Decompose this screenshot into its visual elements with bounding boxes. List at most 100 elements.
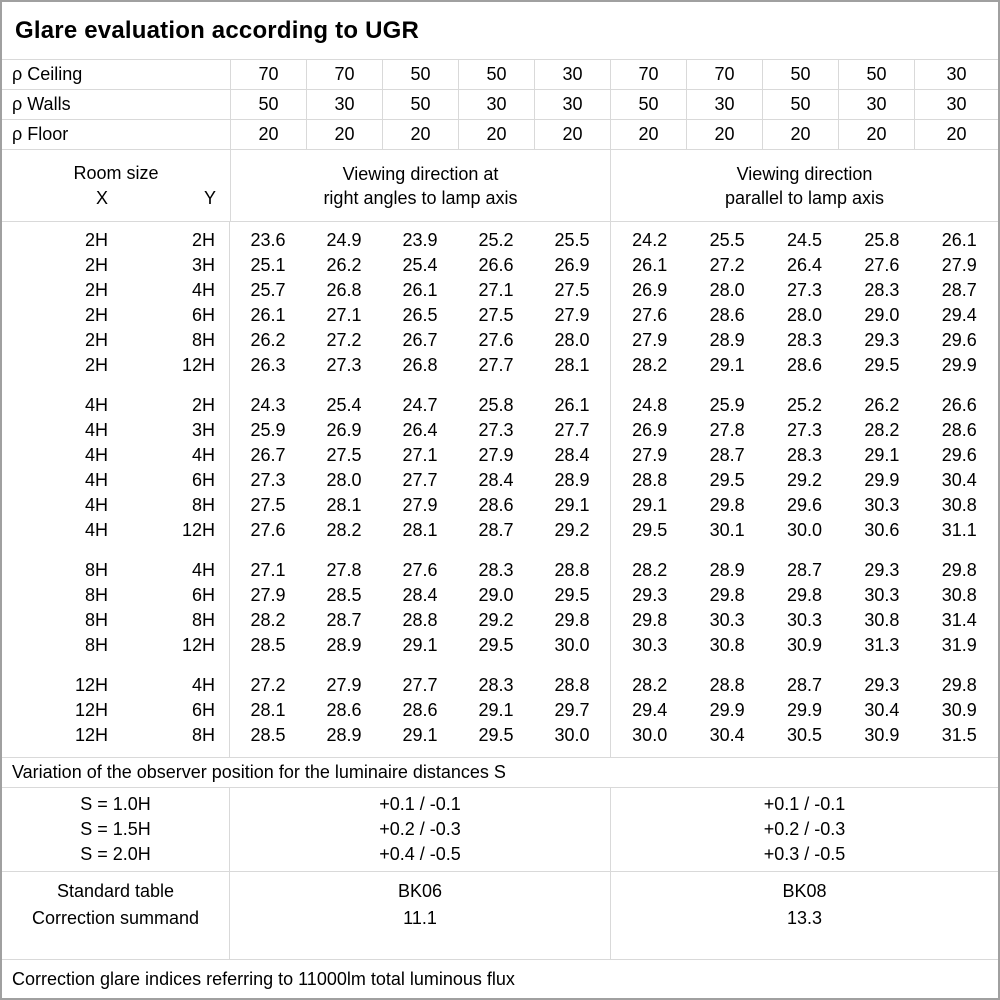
standard-table-labels: Standard table Correction summand [2, 872, 230, 959]
ugr-value-cell: 30.0 [554, 635, 590, 655]
room-x-value: 12H [74, 725, 108, 745]
reflectance-value-cell: 20 [382, 120, 458, 149]
ugr-value-cell: 25.4 [326, 395, 362, 415]
table-row-labels: 8H 12H [2, 633, 229, 658]
s-variation-value: +0.1 / -0.1 [763, 794, 846, 814]
table-row-right-angles: 26.3 27.3 26.8 27.7 28.1 [230, 353, 610, 378]
right-angles-heading: Viewing direction at right angles to lam… [230, 150, 610, 221]
ugr-value-cell: 26.7 [402, 330, 438, 350]
room-y-value: 6H [191, 700, 215, 720]
reflectance-value-cell: 20 [762, 120, 838, 149]
table-row-parallel: 28.2 28.9 28.7 29.3 29.8 [611, 558, 998, 583]
room-y-value: 8H [191, 725, 215, 745]
ugr-value-cell: 28.8 [632, 470, 668, 490]
s-distance-labels: S = 1.0H S = 1.5H S = 2.0H [2, 788, 230, 871]
ugr-value-cell: 27.9 [326, 675, 362, 695]
table-row-labels: 4H 4H [2, 443, 229, 468]
ugr-value-cell: 26.8 [326, 280, 362, 300]
ugr-value-cell: 29.0 [864, 305, 900, 325]
ugr-value-cell: 27.7 [402, 470, 438, 490]
ugr-value-cell: 30.4 [941, 470, 977, 490]
ugr-value-cell: 28.4 [402, 585, 438, 605]
ugr-value-cell: 27.8 [709, 420, 745, 440]
table-row-parallel: 26.9 27.8 27.3 28.2 28.6 [611, 418, 998, 443]
group-spacer [2, 543, 229, 558]
room-y-value: 3H [191, 255, 215, 275]
s-variation-value: +0.2 / -0.3 [763, 819, 846, 839]
reflectance-row: ρ Walls 50 30 50 30 30 50 30 50 30 30 [2, 90, 998, 120]
reflectance-value-cell: 30 [838, 90, 914, 119]
reflectance-value-cell: 30 [534, 90, 610, 119]
table-row-right-angles: 23.6 24.9 23.9 25.2 25.5 [230, 228, 610, 253]
parallel-values: 24.2 25.5 24.5 25.8 26.1 26.1 27.2 26.4 27.6 27.9… [610, 222, 998, 757]
table-row-right-angles: 27.1 27.8 27.6 28.3 28.8 [230, 558, 610, 583]
reflectance-value-cell: 50 [838, 60, 914, 89]
reflectance-value-cell: 70 [230, 60, 306, 89]
ugr-value-cell: 27.1 [326, 305, 362, 325]
ugr-value-cell: 29.1 [632, 495, 668, 515]
ugr-value-cell: 26.4 [402, 420, 438, 440]
room-y-value: 12H [181, 635, 215, 655]
ugr-value-cell: 27.6 [478, 330, 514, 350]
reflectance-row-label: ρ Ceiling [12, 64, 83, 84]
ugr-value-cell: 27.3 [478, 420, 514, 440]
table-row-right-angles: 24.3 25.4 24.7 25.8 26.1 [230, 393, 610, 418]
reflectance-value-cell: 70 [610, 60, 686, 89]
room-x-value: 4H [84, 520, 108, 540]
reflectance-row: ρ Floor 20 20 20 20 20 20 20 20 20 20 [2, 120, 998, 150]
group-spacer [611, 378, 998, 393]
ugr-value-cell: 26.1 [632, 255, 668, 275]
ugr-value-cell: 28.3 [478, 560, 514, 580]
room-y-value: 4H [191, 280, 215, 300]
ugr-value-cell: 29.5 [709, 470, 745, 490]
ugr-value-cell: 28.6 [478, 495, 514, 515]
ugr-value-cell: 26.2 [250, 330, 286, 350]
ugr-value-cell: 27.3 [250, 470, 286, 490]
standard-value: BK06 [397, 881, 443, 901]
ugr-value-cell: 25.7 [250, 280, 286, 300]
reflectance-row-label: ρ Walls [12, 94, 71, 114]
ugr-value-cell: 31.9 [941, 635, 977, 655]
table-row-labels: 2H 12H [2, 353, 229, 378]
room-size-label: Room size [73, 162, 159, 183]
ugr-value-cell: 28.3 [864, 280, 900, 300]
table-row-labels: 8H 4H [2, 558, 229, 583]
ugr-value-cell: 29.9 [864, 470, 900, 490]
table-row-right-angles: 27.5 28.1 27.9 28.6 29.1 [230, 493, 610, 518]
ugr-value-cell: 25.5 [709, 230, 745, 250]
table-row-right-angles: 26.7 27.5 27.1 27.9 28.4 [230, 443, 610, 468]
ugr-value-cell: 24.2 [632, 230, 668, 250]
reflectance-value-cell: 20 [230, 120, 306, 149]
ugr-value-cell: 29.7 [554, 700, 590, 720]
ugr-value-cell: 31.1 [941, 520, 977, 540]
ugr-value-cell: 28.7 [478, 520, 514, 540]
ugr-value-cell: 28.3 [478, 675, 514, 695]
ugr-value-cell: 29.8 [709, 495, 745, 515]
room-y-value: 8H [191, 495, 215, 515]
ugr-value-cell: 26.5 [402, 305, 438, 325]
ugr-value-cell: 27.6 [864, 255, 900, 275]
group-spacer [611, 658, 998, 673]
reflectance-row-label: ρ Floor [12, 124, 69, 144]
s-variation-value: +0.3 / -0.5 [763, 844, 846, 864]
room-y-value: 6H [191, 305, 215, 325]
ugr-value-cell: 26.4 [786, 255, 822, 275]
ugr-value-cell: 29.9 [941, 355, 977, 375]
ugr-value-cell: 30.3 [709, 610, 745, 630]
reflectance-rows: ρ Ceiling 70 70 50 50 30 70 70 50 50 30 ρ Walls 50 30… [2, 60, 998, 150]
table-row-parallel: 29.8 30.3 30.3 30.8 31.4 [611, 608, 998, 633]
table-row-parallel: 28.8 29.5 29.2 29.9 30.4 [611, 468, 998, 493]
ugr-value-cell: 23.6 [250, 230, 286, 250]
ugr-value-cell: 28.7 [941, 280, 977, 300]
ugr-value-cell: 29.6 [941, 445, 977, 465]
ugr-value-cell: 25.4 [402, 255, 438, 275]
table-row-parallel: 28.2 28.8 28.7 29.3 29.8 [611, 673, 998, 698]
ugr-value-cell: 27.3 [786, 420, 822, 440]
room-x-value: 8H [84, 560, 108, 580]
room-y-value: 4H [191, 560, 215, 580]
table-row-parallel: 27.9 28.7 28.3 29.1 29.6 [611, 443, 998, 468]
ugr-value-cell: 27.9 [402, 495, 438, 515]
table-row-right-angles: 28.2 28.7 28.8 29.2 29.8 [230, 608, 610, 633]
table-row-right-angles: 25.9 26.9 26.4 27.3 27.7 [230, 418, 610, 443]
ugr-value-cell: 30.0 [786, 520, 822, 540]
